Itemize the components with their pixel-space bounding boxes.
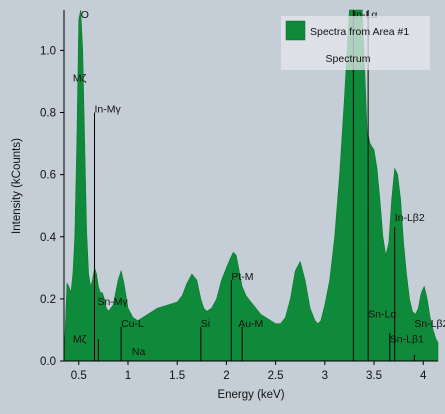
legend[interactable]: Spectra from Area #1 Spectrum [281, 16, 430, 70]
legend-series-label: Spectra from Area #1 [310, 26, 409, 38]
x-tick-label-6: 3.5 [366, 370, 382, 382]
peak-label-7: Si [201, 318, 210, 330]
peak-label-2: Mζ [73, 72, 87, 84]
y-axis-title: Intensity (kCounts) [11, 138, 23, 234]
x-axis-title: Energy (keV) [217, 389, 284, 401]
x-tick-label-3: 2 [223, 370, 229, 382]
peak-label-6: Na [132, 346, 146, 358]
legend-box [281, 16, 430, 70]
peak-label-8: Pt-M [231, 271, 253, 283]
y-tick-label-4: 0.8 [40, 108, 56, 120]
y-tick-label-2: 0.4 [40, 232, 57, 244]
x-tick-label-5: 3 [322, 370, 328, 382]
peak-label-9: Au-M [238, 318, 263, 330]
series-area-0 [63, 9, 439, 362]
series-layer [63, 9, 439, 362]
peak-label-13: Sn-Lβ1 [390, 333, 424, 345]
y-tick-label-0: 0.0 [40, 356, 56, 368]
x-tick-label-0: 0.5 [71, 370, 87, 382]
x-tick-label-2: 1.5 [169, 370, 185, 382]
peak-label-3: Sn-Mγ [97, 296, 128, 308]
peak-label-4: Mζ [73, 333, 87, 345]
annotation-layer: OIn-MγMζSn-MγMζCu-LNaSiPt-MAu-MIn-LαSn-L… [73, 9, 445, 358]
peak-label-5: Cu-L [121, 318, 144, 330]
y-tick-label-1: 0.2 [40, 294, 56, 306]
peak-label-14: Sn-Lβ2 [414, 318, 445, 330]
legend-swatch [285, 20, 306, 41]
x-tick-label-4: 2.5 [268, 370, 284, 382]
legend-subtitle: Spectrum [326, 53, 371, 65]
x-tick-label-7: 4 [420, 370, 427, 382]
peak-label-12: In-Lβ2 [395, 212, 425, 224]
y-tick-label-5: 1.0 [40, 45, 56, 57]
peak-label-1: In-Mγ [95, 104, 122, 116]
x-tick-label-1: 1 [125, 370, 131, 382]
y-tick-label-3: 0.6 [40, 170, 56, 182]
peak-label-11: Sn-Lα [368, 309, 396, 321]
peak-label-0: O [81, 9, 89, 21]
axis-layer: 0.5 1 1.5 2 2.5 3 3.5 4 0.0 0.2 0.4 0.6 0.8 1.0 [40, 10, 438, 382]
